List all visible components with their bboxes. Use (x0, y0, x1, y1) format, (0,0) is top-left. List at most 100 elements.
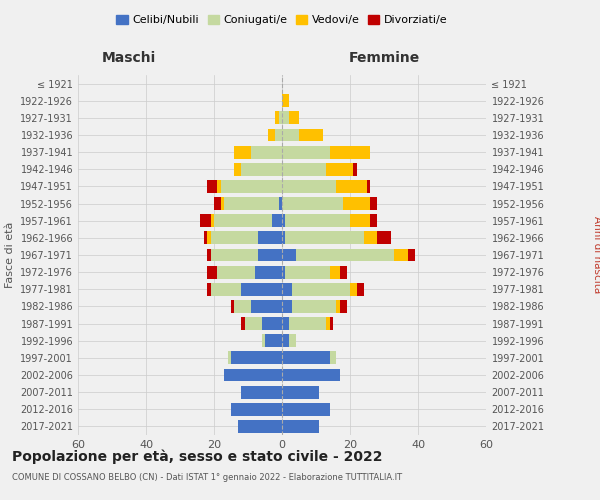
Bar (394, 248, 408, 262)
Bar (272, 214, 282, 227)
Bar (278, 112, 282, 124)
Bar (364, 232, 377, 244)
Bar (340, 266, 347, 278)
Bar (292, 283, 350, 296)
Bar (238, 420, 282, 433)
Bar (282, 368, 340, 382)
Bar (207, 232, 211, 244)
Bar (207, 283, 211, 296)
Bar (340, 300, 347, 313)
Bar (231, 352, 282, 364)
Bar (235, 300, 251, 313)
Bar (235, 146, 251, 158)
Bar (258, 248, 282, 262)
Bar (289, 334, 296, 347)
Bar (292, 300, 337, 313)
Bar (296, 248, 394, 262)
Bar (282, 386, 319, 398)
Bar (326, 317, 329, 330)
Bar (337, 300, 340, 313)
Bar (241, 386, 282, 398)
Bar (231, 300, 235, 313)
Bar (241, 317, 245, 330)
Bar (214, 197, 221, 210)
Bar (289, 317, 326, 330)
Bar (286, 232, 364, 244)
Bar (221, 180, 282, 193)
Bar (367, 180, 370, 193)
Bar (282, 283, 292, 296)
Bar (282, 180, 337, 193)
Bar (282, 128, 299, 141)
Bar (211, 214, 214, 227)
Bar (204, 232, 207, 244)
Legend: Celibi/Nubili, Coniugati/e, Vedovi/e, Divorziati/e: Celibi/Nubili, Coniugati/e, Vedovi/e, Di… (112, 10, 452, 30)
Bar (211, 248, 258, 262)
Bar (282, 146, 329, 158)
Bar (337, 180, 367, 193)
Bar (350, 283, 357, 296)
Bar (200, 214, 211, 227)
Bar (370, 197, 377, 210)
Bar (224, 197, 278, 210)
Bar (286, 214, 350, 227)
Bar (235, 163, 241, 175)
Bar (217, 266, 255, 278)
Bar (350, 214, 370, 227)
Bar (262, 334, 265, 347)
Bar (275, 112, 278, 124)
Bar (282, 352, 329, 364)
Bar (262, 317, 282, 330)
Bar (282, 403, 329, 415)
Bar (255, 266, 282, 278)
Bar (251, 300, 282, 313)
Bar (278, 197, 282, 210)
Bar (282, 214, 286, 227)
Text: Anni di nascita: Anni di nascita (592, 216, 600, 294)
Bar (377, 232, 391, 244)
Bar (289, 112, 299, 124)
Bar (207, 180, 217, 193)
Bar (282, 232, 286, 244)
Bar (326, 163, 353, 175)
Bar (408, 248, 415, 262)
Bar (245, 317, 262, 330)
Bar (282, 300, 292, 313)
Y-axis label: Fasce di età: Fasce di età (5, 222, 14, 288)
Bar (353, 163, 357, 175)
Bar (268, 128, 275, 141)
Bar (329, 317, 333, 330)
Bar (282, 112, 289, 124)
Bar (207, 266, 217, 278)
Bar (282, 248, 296, 262)
Bar (370, 214, 377, 227)
Bar (211, 283, 241, 296)
Bar (329, 352, 337, 364)
Text: COMUNE DI COSSANO BELBO (CN) - Dati ISTAT 1° gennaio 2022 - Elaborazione TUTTITA: COMUNE DI COSSANO BELBO (CN) - Dati ISTA… (12, 472, 402, 482)
Bar (282, 163, 326, 175)
Bar (282, 317, 289, 330)
Bar (224, 368, 282, 382)
Bar (217, 180, 221, 193)
Text: Maschi: Maschi (102, 51, 156, 65)
Bar (211, 232, 258, 244)
Text: Femmine: Femmine (349, 51, 419, 65)
Bar (251, 146, 282, 158)
Bar (286, 266, 329, 278)
Bar (282, 94, 289, 107)
Bar (357, 283, 364, 296)
Bar (221, 197, 224, 210)
Bar (329, 146, 370, 158)
Bar (265, 334, 282, 347)
Bar (275, 128, 282, 141)
Bar (282, 197, 343, 210)
Bar (282, 266, 286, 278)
Text: Popolazione per età, sesso e stato civile - 2022: Popolazione per età, sesso e stato civil… (12, 450, 383, 464)
Bar (329, 266, 340, 278)
Bar (299, 128, 323, 141)
Bar (207, 248, 211, 262)
Bar (214, 214, 272, 227)
Bar (241, 163, 282, 175)
Bar (231, 403, 282, 415)
Bar (227, 352, 231, 364)
